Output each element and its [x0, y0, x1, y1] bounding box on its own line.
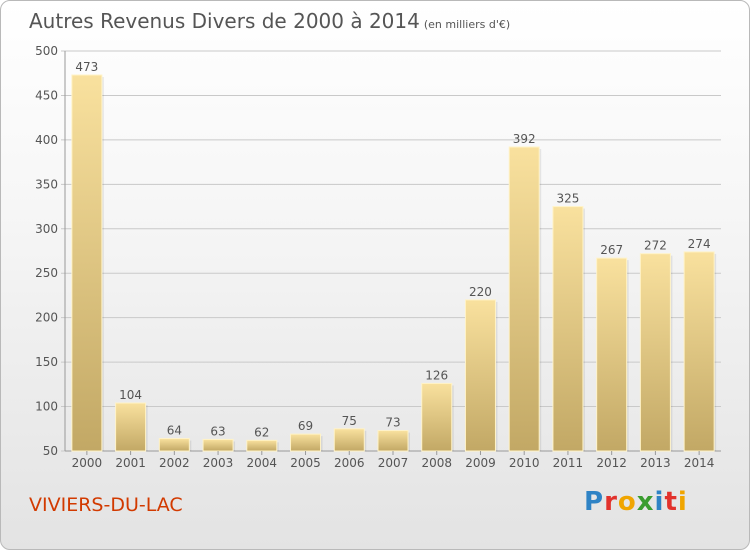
bar [158, 438, 190, 452]
y-tick-label: 50 [43, 444, 58, 458]
data-label: 73 [385, 416, 400, 430]
y-tick-label: 350 [35, 177, 58, 191]
data-label: 63 [210, 424, 225, 438]
chart-title-text: Autres Revenus Divers de 2000 à 2014 [29, 9, 420, 33]
x-tick-label: 2007 [378, 456, 409, 470]
proxiti-logo[interactable]: Proxiti [584, 487, 688, 517]
bar [71, 74, 103, 452]
bar [639, 253, 671, 452]
data-label: 220 [469, 285, 492, 299]
x-tick-label: 2002 [159, 456, 190, 470]
logo-letter: r [604, 487, 618, 517]
logo-letter: o [617, 487, 637, 517]
data-label: 64 [167, 424, 182, 438]
x-tick-label: 2009 [465, 456, 496, 470]
x-tick-label: 2011 [553, 456, 584, 470]
bar [508, 146, 540, 452]
labels-layer: 473 2000 104 2001 64 2002 63 2003 62 2004 69 2005 75… [72, 60, 715, 470]
bar [246, 439, 278, 452]
y-tick-label: 400 [35, 133, 58, 147]
data-label: 392 [513, 132, 536, 146]
y-tick-label: 200 [35, 311, 58, 325]
x-tick-label: 2008 [421, 456, 452, 470]
data-label: 126 [425, 368, 448, 382]
y-tick-label: 100 [35, 400, 58, 414]
bar [683, 251, 715, 452]
data-label: 325 [556, 192, 579, 206]
bar [377, 430, 409, 452]
data-label: 62 [254, 425, 269, 439]
logo-letter: x [636, 487, 655, 517]
y-tick-label: 150 [35, 355, 58, 369]
logo-letter: P [584, 487, 605, 517]
x-tick-label: 2006 [334, 456, 365, 470]
y-tick-label: 450 [35, 88, 58, 102]
x-tick-label: 2003 [203, 456, 234, 470]
bar [290, 433, 322, 452]
data-label: 267 [600, 243, 623, 257]
chart-title: Autres Revenus Divers de 2000 à 2014 (en … [29, 9, 510, 33]
bar [115, 402, 147, 452]
x-tick-label: 2013 [640, 456, 671, 470]
logo-letter: i [677, 487, 688, 517]
logo-letter: t [664, 487, 678, 517]
bar [333, 428, 365, 452]
y-tick-label: 250 [35, 266, 58, 280]
x-tick-label: 2000 [72, 456, 103, 470]
y-tick-label: 300 [35, 222, 58, 236]
x-tick-label: 2001 [115, 456, 146, 470]
data-label: 473 [75, 60, 98, 74]
x-tick-label: 2012 [596, 456, 627, 470]
data-label: 274 [688, 237, 711, 251]
bar [596, 257, 628, 452]
commune-name: VIVIERS-DU-LAC [29, 494, 183, 516]
data-label: 69 [298, 419, 313, 433]
data-label: 272 [644, 239, 667, 253]
bar [464, 299, 496, 452]
x-tick-label: 2014 [684, 456, 715, 470]
bar [552, 206, 584, 452]
logo-letter: i [654, 487, 665, 517]
x-tick-label: 2010 [509, 456, 540, 470]
bar [202, 438, 234, 452]
data-label: 104 [119, 388, 142, 402]
chart-unit: (en milliers d'€) [423, 18, 511, 31]
bar [421, 382, 453, 452]
x-tick-label: 2005 [290, 456, 321, 470]
bars-layer [71, 74, 717, 452]
y-tick-label: 500 [35, 44, 58, 58]
x-tick-label: 2004 [247, 456, 278, 470]
data-label: 75 [342, 414, 357, 428]
